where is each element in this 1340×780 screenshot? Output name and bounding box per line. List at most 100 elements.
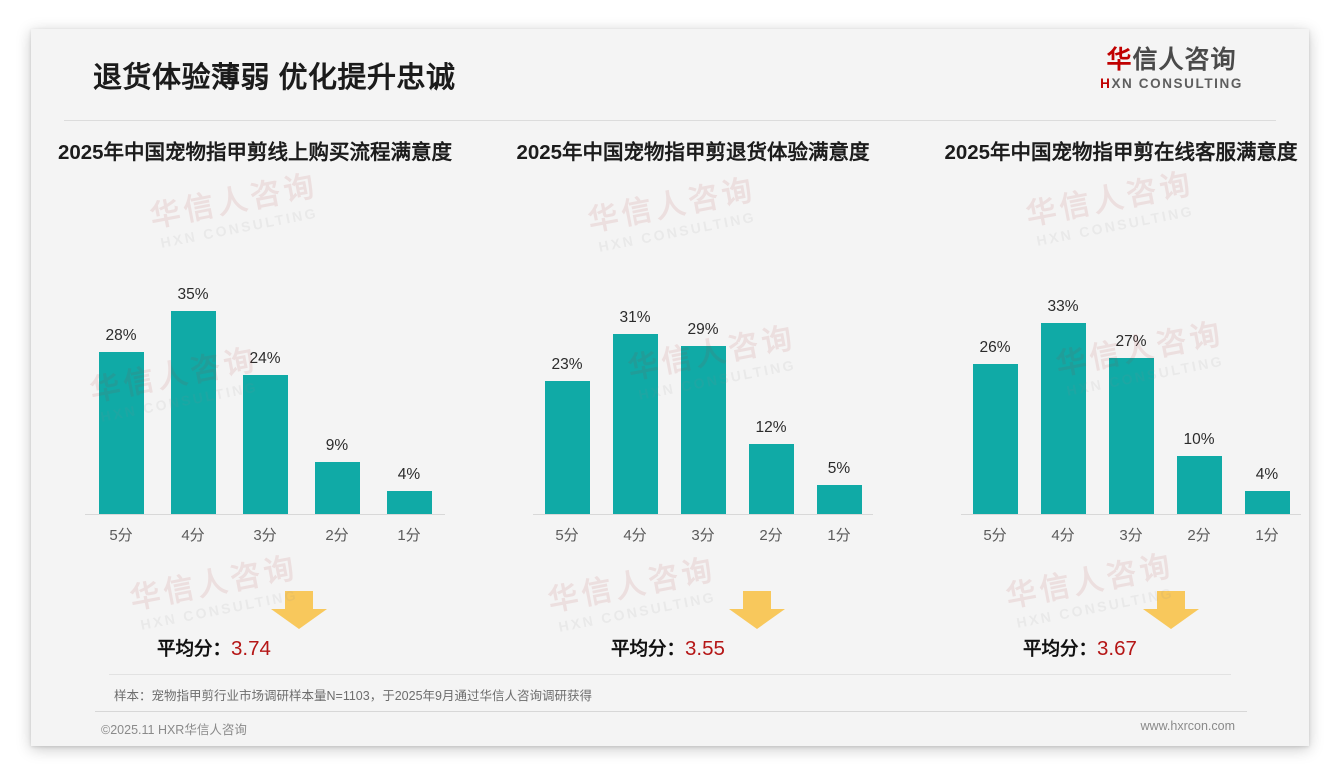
bar-slot[interactable]: 10% 2分 (1165, 282, 1233, 544)
charts-row: 华信人咨询 HXN CONSULTING 华信人咨询 HXN CONSULTIN… (31, 139, 1309, 661)
bar-value-label: 27% (1115, 333, 1147, 350)
bar[interactable] (1040, 323, 1086, 514)
bar[interactable] (170, 311, 216, 514)
chart-panel-purchase-flow: 华信人咨询 HXN CONSULTING 华信人咨询 HXN CONSULTIN… (31, 139, 479, 661)
down-arrow-icon (271, 591, 327, 629)
average-score: 平均分：3.67 (1023, 635, 1137, 661)
bar[interactable] (386, 491, 432, 514)
bar-value-label: 29% (687, 321, 719, 338)
bar-value-label: 33% (1047, 298, 1079, 315)
chart-panel-online-service: 华信人咨询 HXN CONSULTING 华信人咨询 HXN CONSULTIN… (907, 139, 1335, 661)
average-score-label: 平均分： (157, 638, 232, 659)
average-score: 平均分：3.74 (157, 635, 271, 661)
page-title: 退货体验薄弱 优化提升忠诚 (93, 62, 456, 94)
bar-slot[interactable]: 24% 3分 (229, 282, 301, 544)
x-tick-label: 5分 (983, 527, 1007, 544)
x-tick-label: 1分 (1255, 527, 1279, 544)
chart-title: 2025年中国宠物指甲剪退货体验满意度 (516, 141, 870, 164)
average-score-block: 平均分：3.55 (479, 591, 907, 661)
x-tick-label: 4分 (623, 527, 647, 544)
bar-value-label: 4% (1255, 466, 1279, 483)
bar-value-label: 28% (105, 327, 137, 344)
down-arrow-icon (729, 591, 785, 629)
bar-slot[interactable]: 4% 1分 (1233, 282, 1301, 544)
x-axis-line (533, 514, 873, 515)
logo-cn-rest: 信人咨询 (1132, 46, 1237, 74)
bar[interactable] (98, 352, 144, 514)
slide-header: 退货体验薄弱 优化提升忠诚 华信人咨询 HXN CONSULTING (31, 29, 1309, 120)
bar-value-label: 10% (1183, 431, 1215, 448)
x-tick-label: 5分 (109, 527, 133, 544)
bar[interactable] (972, 364, 1018, 514)
chart-title: 2025年中国宠物指甲剪线上购买流程满意度 (57, 141, 453, 164)
website-link[interactable]: www.hxrcon.com (1140, 719, 1235, 733)
bar-slot[interactable]: 26% 5分 (961, 282, 1029, 544)
x-tick-label: 3分 (1119, 527, 1143, 544)
bar-chart: 26% 5分 33% 4分 27% 3分 10 (907, 267, 1335, 547)
bar-slot[interactable]: 33% 4分 (1029, 282, 1097, 544)
x-axis-line (85, 514, 445, 515)
average-score-value: 3.67 (1097, 637, 1137, 660)
bar[interactable] (680, 346, 726, 514)
bar-slot[interactable]: 9% 2分 (301, 282, 373, 544)
bar-value-label: 5% (827, 460, 851, 477)
bar-value-label: 23% (551, 356, 583, 373)
average-score-value: 3.74 (231, 637, 271, 660)
bar[interactable] (612, 334, 658, 514)
bar-chart: 23% 5分 31% 4分 29% 3分 12 (479, 267, 907, 547)
average-score-label: 平均分： (1023, 638, 1098, 659)
bar-group: 23% 5分 31% 4分 29% 3分 12 (533, 282, 873, 544)
bar[interactable] (816, 485, 862, 514)
bar-group: 26% 5分 33% 4分 27% 3分 10 (961, 282, 1301, 544)
bar[interactable] (242, 375, 288, 514)
x-tick-label: 2分 (1187, 527, 1211, 544)
average-score-value: 3.55 (685, 637, 725, 660)
logo-chinese-text: 华信人咨询 (1100, 47, 1243, 73)
bar-slot[interactable]: 29% 3分 (669, 282, 737, 544)
bar[interactable] (1244, 491, 1290, 514)
header-divider (64, 120, 1276, 121)
chart-panel-return-experience: 华信人咨询 HXN CONSULTING 华信人咨询 HXN CONSULTIN… (479, 139, 907, 661)
bar-slot[interactable]: 28% 5分 (85, 282, 157, 544)
x-tick-label: 2分 (759, 527, 783, 544)
bar-chart: 28% 5分 35% 4分 24% 3分 9% (31, 267, 479, 547)
chart-title: 2025年中国宠物指甲剪在线客服满意度 (944, 141, 1298, 164)
logo-cn-first-char: 华 (1106, 46, 1133, 74)
bar[interactable] (544, 381, 590, 514)
watermark: 华信人咨询 HXN CONSULTING (1023, 167, 1197, 249)
x-tick-label: 1分 (827, 527, 851, 544)
bar[interactable] (1108, 358, 1154, 514)
x-axis-line (961, 514, 1301, 515)
bar-slot[interactable]: 4% 1分 (373, 282, 445, 544)
watermark: 华信人咨询 HXN CONSULTING (585, 173, 759, 255)
average-score-block: 平均分：3.67 (907, 591, 1335, 661)
x-tick-label: 4分 (181, 527, 205, 544)
logo-en-first-char: H (1100, 76, 1112, 92)
average-score: 平均分：3.55 (611, 635, 725, 661)
bar-value-label: 4% (397, 466, 421, 483)
x-tick-label: 3分 (691, 527, 715, 544)
slide-card: 退货体验薄弱 优化提升忠诚 华信人咨询 HXN CONSULTING 华信人咨询… (31, 29, 1309, 746)
bar-value-label: 35% (177, 286, 209, 303)
copyright-text: ©2025.11 HXR华信人咨询 (101, 723, 247, 737)
bar-slot[interactable]: 31% 4分 (601, 282, 669, 544)
bar-value-label: 26% (979, 339, 1011, 356)
bar[interactable] (748, 444, 794, 514)
down-arrow-icon (1143, 591, 1199, 629)
bar-slot[interactable]: 5% 1分 (805, 282, 873, 544)
bar[interactable] (314, 462, 360, 514)
x-tick-label: 3分 (253, 527, 277, 544)
watermark: 华信人咨询 HXN CONSULTING (147, 169, 321, 251)
average-score-block: 平均分：3.74 (31, 591, 479, 661)
x-tick-label: 1分 (397, 527, 421, 544)
bar[interactable] (1176, 456, 1222, 514)
bar-slot[interactable]: 27% 3分 (1097, 282, 1165, 544)
bar-slot[interactable]: 12% 2分 (737, 282, 805, 544)
x-tick-label: 2分 (325, 527, 349, 544)
sample-footnote: 样本：宠物指甲剪行业市场调研样本量N=1103，于2025年9月通过华信人咨询调… (114, 689, 592, 703)
bar-group: 28% 5分 35% 4分 24% 3分 9% (85, 282, 445, 544)
average-score-label: 平均分： (611, 638, 686, 659)
bar-slot[interactable]: 35% 4分 (157, 282, 229, 544)
bar-value-label: 24% (249, 350, 281, 367)
bar-slot[interactable]: 23% 5分 (533, 282, 601, 544)
